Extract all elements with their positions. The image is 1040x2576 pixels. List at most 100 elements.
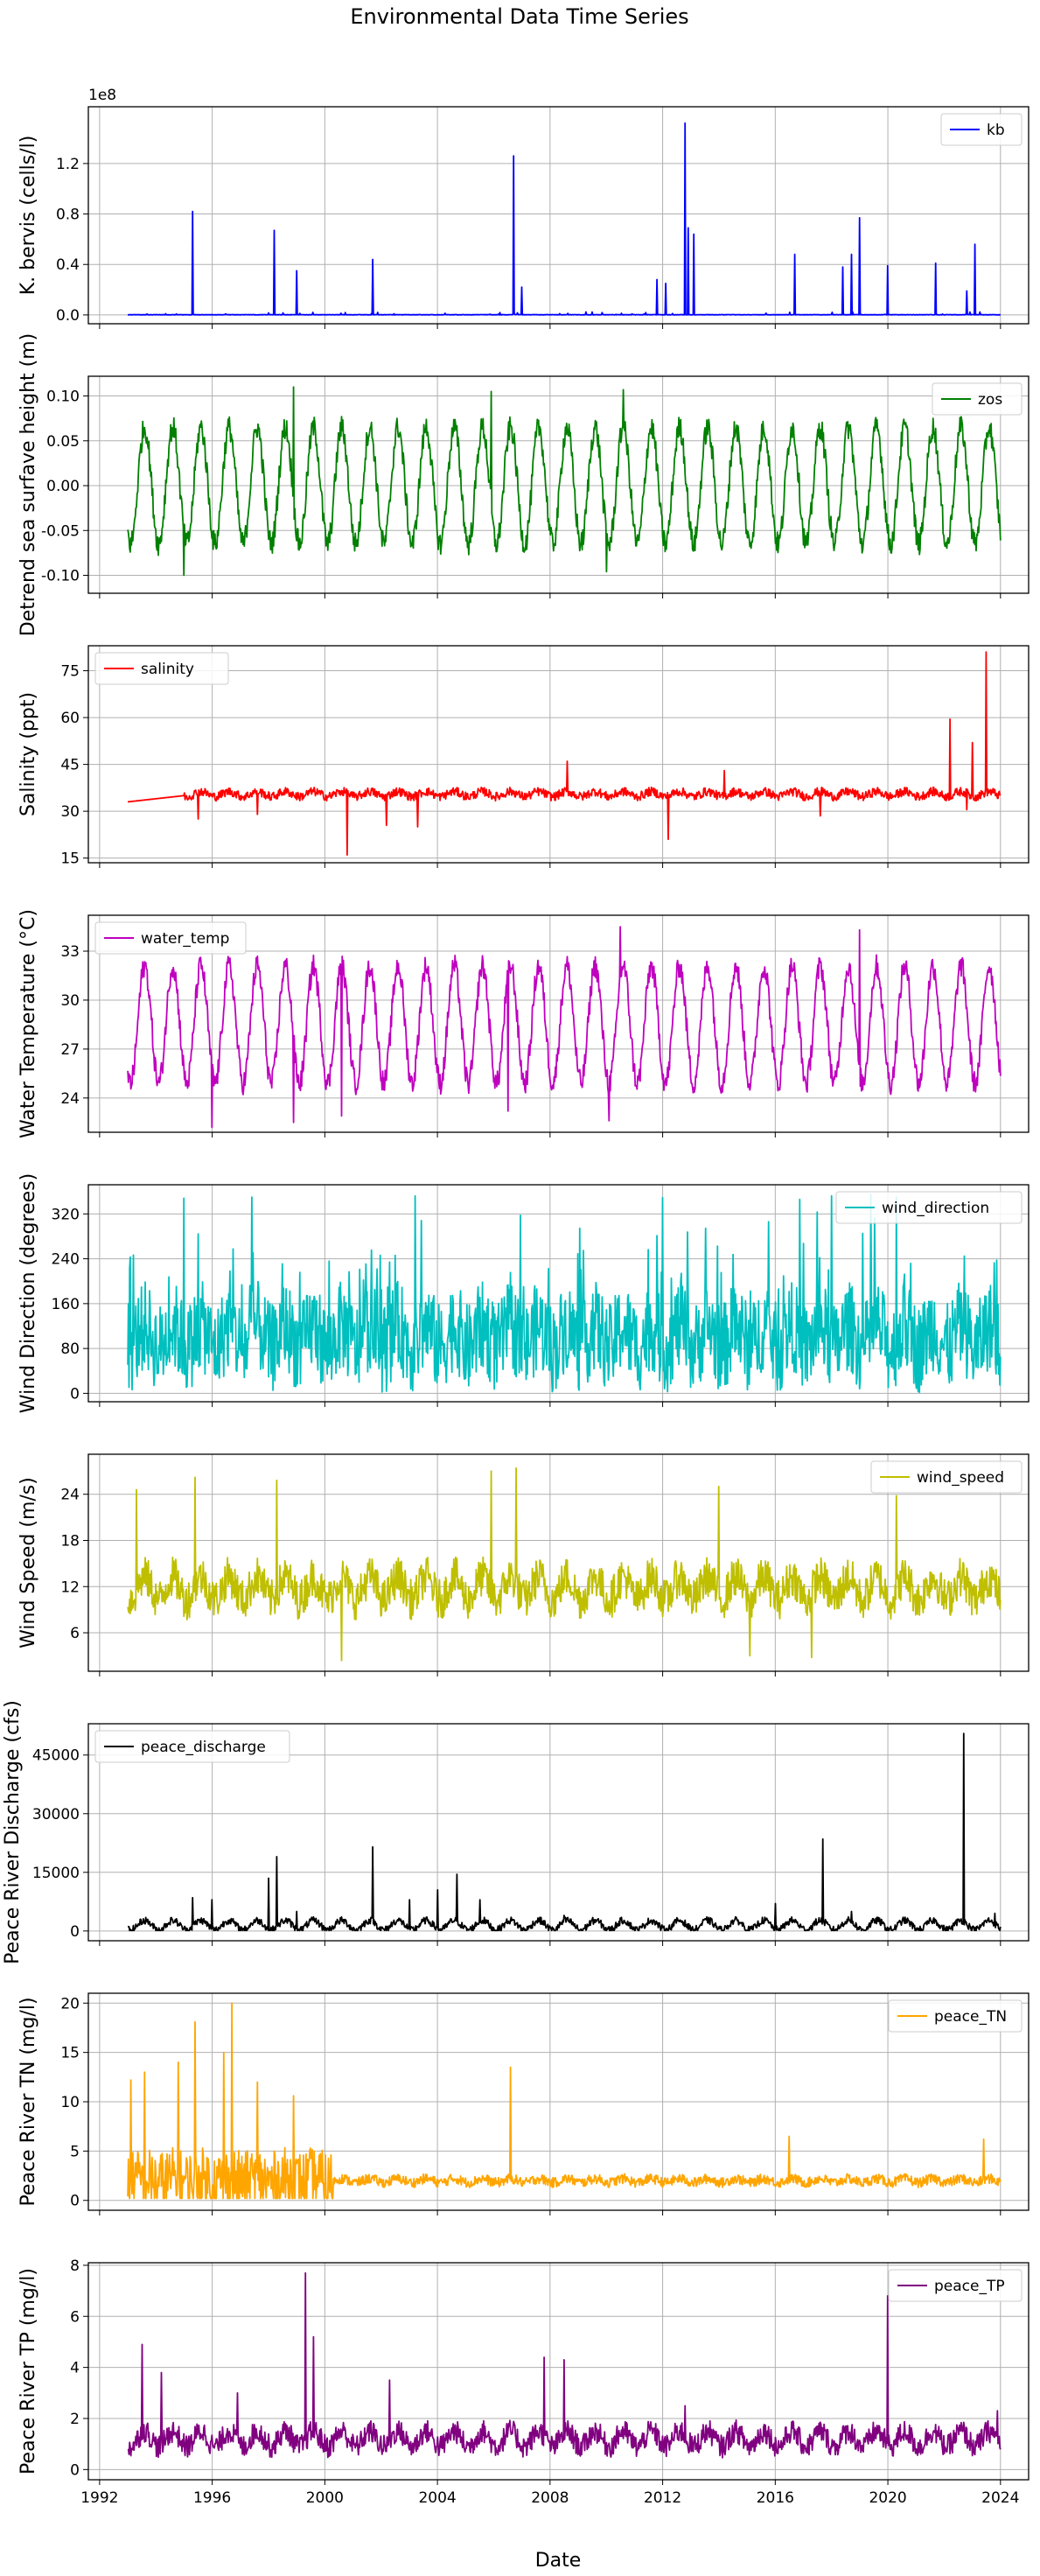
y-tick-label: 15000 (32, 1865, 80, 1882)
series-line-zos (127, 386, 1002, 577)
legend-label: peace_TP (934, 2278, 1005, 2295)
plot-frame (87, 106, 1030, 325)
x-tick-label: 2008 (531, 2489, 569, 2507)
y-tick-label: 0.00 (46, 478, 80, 495)
legend-label: water_temp (141, 930, 229, 948)
legend-label: salinity (141, 661, 194, 678)
y-axis-label: Peace River TP (mg/l) (17, 2268, 39, 2474)
legend-label: peace_discharge (141, 1739, 266, 1756)
x-tick-label: 2024 (981, 2489, 1019, 2507)
y-tick-label: 10 (60, 2094, 80, 2111)
y-tick-label: -0.10 (41, 568, 80, 585)
legend-label: peace_TN (934, 2008, 1007, 2026)
x-tick-label: 2004 (418, 2489, 456, 2507)
series-line-wind_speed (127, 1466, 1002, 1662)
y-tick-label: 1.2 (56, 156, 80, 173)
legend: peace_TP (888, 2269, 1023, 2302)
plot-frame (87, 1723, 1030, 1942)
y-axis-label: Detrend sea surfave height (m) (17, 333, 39, 637)
legend: peace_discharge (94, 1730, 290, 1763)
y-axis-label: Salinity (ppt) (17, 692, 39, 816)
legend-box (940, 113, 1023, 146)
panel-water_temp: 24 27 30 33 Water Temperature (°C) water_temp (17, 909, 1030, 1138)
legend-box (870, 1460, 1023, 1494)
y-tick-label: 5 (70, 2143, 80, 2160)
y-tick-label: 0 (70, 2461, 80, 2479)
series-line-peace_discharge (127, 1732, 1002, 1932)
legend-box (94, 652, 229, 685)
y-tick-label: 0 (70, 2193, 80, 2210)
y-tick-label: 0 (70, 1385, 80, 1403)
legend-label: wind_speed (917, 1469, 1004, 1487)
legend-box (888, 2269, 1023, 2302)
y-tick-label: 0.4 (56, 256, 80, 274)
legend: peace_TN (888, 1999, 1023, 2033)
panel-peace_discharge: 0 15000 30000 45000 Peace River Discharge (c… (2, 1700, 1030, 1964)
legend-box (94, 1730, 290, 1763)
legend: salinity (94, 652, 229, 685)
y-axis-label: Peace River TN (mg/l) (17, 1997, 39, 2206)
series-line-wind_direction (127, 1194, 1002, 1394)
y-tick-label: 18 (60, 1532, 80, 1550)
x-tick-label: 1996 (193, 2489, 231, 2507)
legend-label: wind_direction (882, 1200, 989, 1217)
y-tick-label: 12 (60, 1578, 80, 1596)
y-tick-label: 27 (60, 1041, 80, 1059)
y-offset-multiplier: 1e8 (88, 87, 116, 104)
y-tick-label: 160 (52, 1296, 80, 1313)
legend-box (888, 1999, 1023, 2033)
y-tick-label: 320 (52, 1206, 80, 1223)
y-tick-label: 6 (70, 2308, 80, 2326)
x-axis-label: Date (535, 2550, 582, 2572)
y-tick-label: 30 (60, 803, 80, 821)
y-tick-label: 240 (52, 1251, 80, 1269)
panel-peace_TN: 0 5 10 15 20 Peace River TN (mg/l) peace_TN (17, 1992, 1030, 2216)
x-tick-label: 2020 (869, 2489, 906, 2507)
y-tick-label: 15 (60, 2045, 80, 2062)
y-tick-label: 0.0 (56, 307, 80, 325)
panels: 0.0 0.4 0.8 1.2 K. bervis (cells/l) 1e8 kb -0.1… (2, 87, 1030, 2485)
y-tick-label: 15 (60, 850, 80, 868)
plot-frame (87, 914, 1030, 1133)
y-tick-label: 8 (70, 2258, 80, 2275)
series-line-salinity (127, 651, 1002, 856)
x-axis: 1992 1996 2000 2004 2008 2012 2016 2020 2024 (80, 2489, 1019, 2507)
y-tick-label: 30000 (32, 1806, 80, 1824)
y-tick-label: -0.05 (41, 522, 80, 540)
y-tick-label: 24 (60, 1090, 80, 1108)
y-tick-label: 45 (60, 757, 80, 774)
y-tick-label: 20 (60, 1995, 80, 2012)
y-tick-label: 24 (60, 1487, 80, 1504)
x-tick-label: 1992 (80, 2489, 118, 2507)
panel-peace_TP: 0 2 4 6 8 Peace River TP (mg/l) peace_TP (17, 2258, 1030, 2485)
y-axis-label: Water Temperature (°C) (17, 909, 39, 1138)
y-tick-label: 2 (70, 2411, 80, 2428)
plot-frame (87, 1453, 1030, 1672)
legend: water_temp (94, 921, 247, 955)
y-tick-label: 0.05 (46, 433, 80, 451)
plot-frame (87, 1992, 1030, 2211)
y-tick-label: 80 (60, 1340, 80, 1358)
y-tick-label: 0 (70, 1923, 80, 1941)
y-tick-label: 33 (60, 943, 80, 961)
legend-box (932, 382, 1023, 416)
y-tick-label: 4 (70, 2360, 80, 2377)
figure-title: Environmental Data Time Series (350, 4, 688, 29)
legend: kb (940, 113, 1023, 146)
x-tick-label: 2012 (644, 2489, 681, 2507)
plot-frame (87, 2262, 1030, 2481)
y-tick-label: 45000 (32, 1747, 80, 1765)
legend: wind_direction (835, 1191, 1023, 1224)
y-tick-label: 75 (60, 663, 80, 681)
series-line-kb (127, 122, 1001, 316)
legend-label: zos (978, 391, 1002, 409)
panel-wind_speed: 6 12 18 24 Wind Speed (m/s) wind_speed (17, 1453, 1030, 1676)
legend-label: kb (987, 122, 1005, 139)
plot-frame (87, 645, 1030, 864)
legend: wind_speed (870, 1460, 1023, 1494)
y-tick-label: 0.8 (56, 206, 80, 224)
y-axis-label: Peace River Discharge (cfs) (2, 1700, 24, 1964)
series-line-peace_TN (127, 2002, 1002, 2200)
plot-frame (87, 1184, 1030, 1403)
